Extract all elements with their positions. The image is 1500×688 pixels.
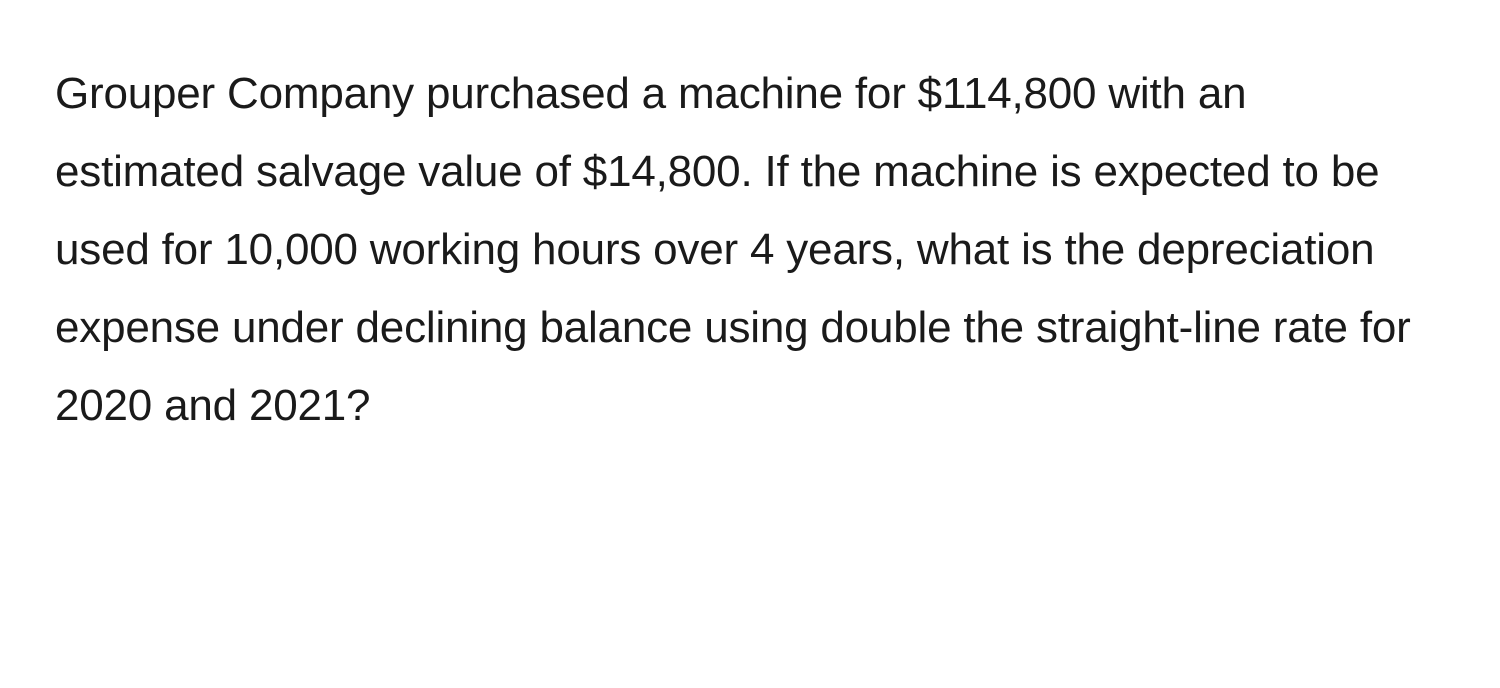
problem-statement: Grouper Company purchased a machine for … [55, 55, 1440, 444]
